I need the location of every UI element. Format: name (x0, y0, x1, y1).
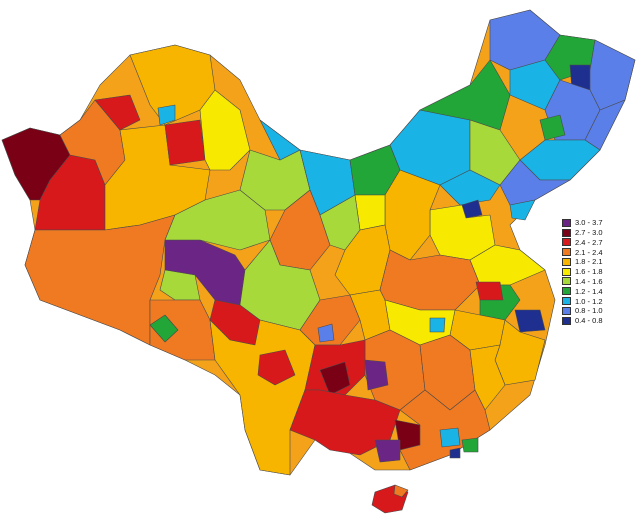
region-ili (94, 94, 141, 131)
legend-item: 1.0 - 1.2 (562, 296, 634, 306)
region-suzhou (475, 281, 504, 301)
legend-item: 1.8 - 2.1 (562, 257, 634, 267)
legend-label: 1.6 - 1.8 (575, 267, 603, 277)
legend-label: 1.0 - 1.2 (575, 296, 603, 306)
legend-item: 2.4 - 2.7 (562, 238, 634, 248)
legend-label: 1.4 - 1.6 (575, 276, 603, 286)
legend-label: 1.8 - 2.1 (575, 257, 603, 267)
legend-swatch (562, 257, 571, 266)
region-dalian (509, 199, 536, 221)
region-guangzhou (439, 427, 461, 448)
legend-label: 2.1 - 2.4 (575, 247, 603, 257)
legend-label: 0.8 - 1.0 (575, 306, 603, 316)
legend-swatch (562, 287, 571, 296)
legend-label: 1.2 - 1.4 (575, 286, 603, 296)
legend-swatch (562, 228, 571, 237)
region-jiamusi (589, 39, 636, 111)
legend-item: 2.7 - 3.0 (562, 228, 634, 238)
region-yunnan-red (257, 349, 296, 386)
region-karamay (157, 104, 176, 126)
legend-label: 2.4 - 2.7 (575, 237, 603, 247)
region-shenzhen (461, 437, 479, 453)
legend-label: 3.0 - 3.7 (575, 218, 603, 228)
region-shigatse-green (149, 314, 179, 343)
region-shanghai (514, 309, 546, 333)
legend-swatch (562, 238, 571, 247)
region-turpan (164, 119, 206, 166)
legend-swatch (562, 316, 571, 325)
legend-item: 2.1 - 2.4 (562, 247, 634, 257)
map-legend: 3.0 - 3.7 2.7 - 3.0 2.4 - 2.7 2.1 - 2.4 1.8 … (562, 218, 634, 326)
legend-item: 1.4 - 1.6 (562, 277, 634, 287)
legend-swatch (562, 248, 571, 257)
legend-item: 0.4 - 0.8 (562, 316, 634, 326)
region-yanbian (539, 114, 566, 141)
region-hami (199, 89, 251, 171)
legend-item: 1.6 - 1.8 (562, 267, 634, 277)
region-guizhou-dark (319, 361, 351, 396)
legend-item: 3.0 - 3.7 (562, 218, 634, 228)
legend-swatch (562, 218, 571, 227)
region-wuhan (429, 317, 446, 333)
region-dongguan (449, 447, 461, 459)
legend-item: 0.8 - 1.0 (562, 306, 634, 316)
legend-item: 1.2 - 1.4 (562, 286, 634, 296)
region-guizhou-purple (364, 359, 389, 391)
region-mianyang (317, 323, 335, 343)
region-guangxi-purple (374, 439, 401, 463)
legend-label: 2.7 - 3.0 (575, 228, 603, 238)
region-haikou (393, 484, 409, 498)
legend-swatch (562, 306, 571, 315)
legend-swatch (562, 277, 571, 286)
legend-swatch (562, 267, 571, 276)
region-chifeng (439, 169, 501, 206)
legend-swatch (562, 297, 571, 306)
legend-label: 0.4 - 0.8 (575, 316, 603, 326)
